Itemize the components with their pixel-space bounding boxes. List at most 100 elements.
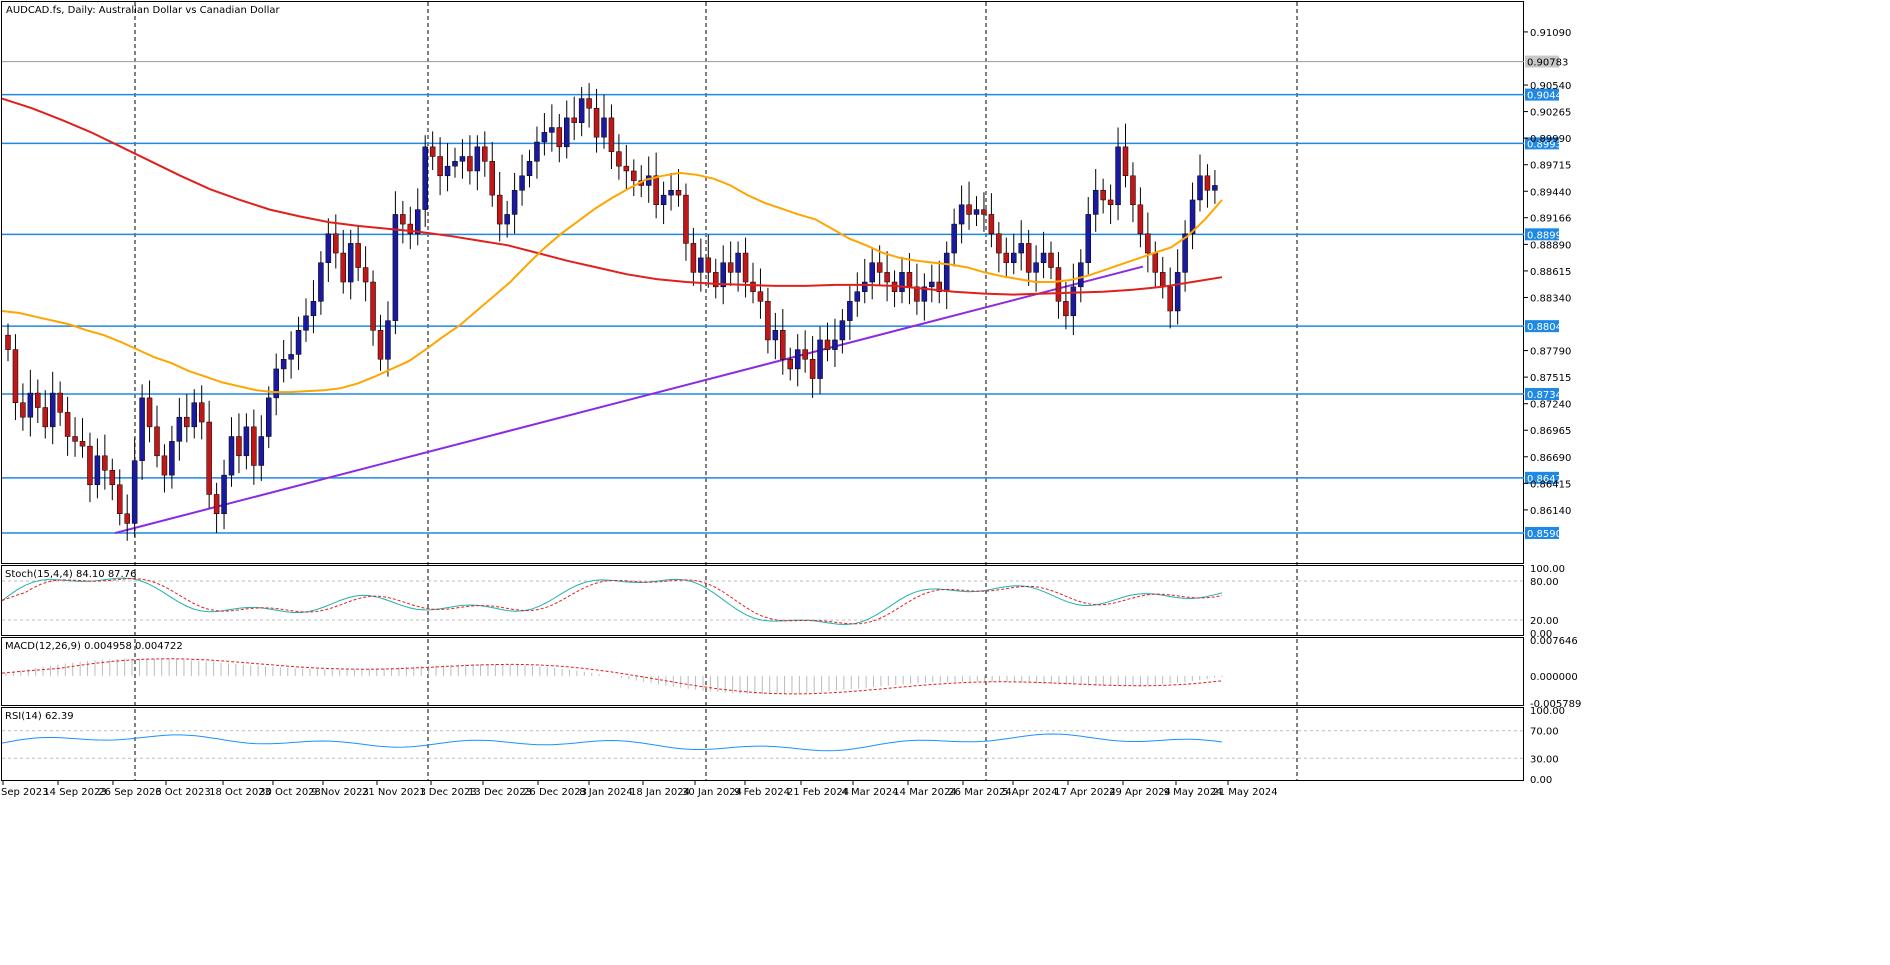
x-tick-label: 26 Dec 2023 bbox=[523, 787, 587, 798]
rsi-tick-label: 0.00 bbox=[1530, 775, 1552, 786]
rsi-tick-label: 100.00 bbox=[1530, 706, 1565, 717]
candle-bear bbox=[72, 436, 78, 442]
candle-bear bbox=[787, 359, 793, 370]
candle-bear bbox=[1048, 252, 1054, 268]
candle-bear bbox=[400, 214, 406, 225]
candle-bull bbox=[1197, 175, 1203, 201]
candle-bull bbox=[228, 436, 235, 476]
candle-bull bbox=[273, 368, 279, 399]
candle-bear bbox=[742, 252, 749, 283]
rsi-line bbox=[1, 733, 1223, 752]
candle-bull bbox=[735, 252, 741, 273]
candle-bull bbox=[415, 209, 421, 234]
ma-slow-line bbox=[1, 97, 1223, 296]
candle-bull bbox=[951, 223, 957, 254]
candle-bull bbox=[1212, 185, 1218, 191]
candle-bull bbox=[422, 146, 428, 210]
candle-bull bbox=[1070, 286, 1077, 317]
y-tick-label: 0.86965 bbox=[1530, 426, 1571, 437]
candle-bear bbox=[206, 421, 212, 495]
candle-bear bbox=[437, 156, 443, 177]
candle-bull bbox=[519, 175, 525, 191]
horizontal-levels: 0.90441 0.89936 0.88994 0.88043 0.87340 0.864… bbox=[2, 55, 1568, 540]
candle-bear bbox=[906, 272, 913, 288]
x-tick-label: 26 Mar 2024 bbox=[948, 787, 1011, 798]
candle-bear bbox=[690, 243, 697, 273]
candle-bear bbox=[727, 262, 734, 273]
candle-bear bbox=[571, 117, 577, 123]
price-level-tag bbox=[1525, 320, 1559, 333]
y-tick-label: 0.87515 bbox=[1530, 373, 1571, 384]
x-tick-label: 9 May 2024 bbox=[1164, 787, 1223, 798]
candle-bull bbox=[973, 209, 980, 215]
chart-title: AUDCAD.fs, Daily: Australian Dollar vs C… bbox=[6, 5, 280, 16]
y-tick-label: 0.88615 bbox=[1530, 267, 1571, 278]
candle-bull bbox=[191, 402, 197, 428]
candle-bear bbox=[236, 436, 242, 457]
candle-bear bbox=[608, 117, 615, 152]
y-tick-label: 0.90540 bbox=[1530, 81, 1571, 92]
candle-bear bbox=[124, 513, 130, 524]
candle-bear bbox=[489, 161, 495, 196]
rsi-label: RSI(14) 62.39 bbox=[5, 711, 74, 722]
current-price-label: 0.90783 bbox=[1527, 58, 1568, 69]
candle-bear bbox=[1003, 252, 1010, 263]
x-tick-label: 9 Feb 2024 bbox=[734, 787, 790, 798]
candle-bear bbox=[683, 194, 689, 244]
rsi-tick-label: 70.00 bbox=[1530, 727, 1559, 738]
x-tick-label: 30 Oct 2023 bbox=[259, 787, 321, 798]
candle-bear bbox=[1063, 301, 1069, 317]
candle-bull bbox=[1189, 199, 1196, 234]
candle-bull bbox=[176, 416, 183, 442]
x-tick-label: 21 May 2024 bbox=[1212, 787, 1277, 798]
candle-bear bbox=[1137, 204, 1144, 234]
candle-bull bbox=[280, 359, 287, 370]
candle-bear bbox=[64, 412, 71, 437]
x-tick-label: 21 Nov 2023 bbox=[362, 787, 426, 798]
indicators: 100.0080.0020.000.000.0076460.000000-0.0… bbox=[1, 564, 1581, 786]
price-level-label: 0.88994 bbox=[1527, 230, 1568, 241]
price-level-label: 0.90441 bbox=[1527, 91, 1568, 102]
y-tick-label: 0.87240 bbox=[1530, 400, 1571, 411]
candle-bull bbox=[318, 262, 324, 302]
candle-bear bbox=[184, 416, 190, 428]
candle-bear bbox=[1130, 175, 1136, 206]
candle-bear bbox=[496, 194, 503, 225]
candle-bear bbox=[780, 330, 786, 360]
candle-bull bbox=[534, 141, 540, 162]
current-price-tag bbox=[1525, 55, 1559, 68]
candle-bull bbox=[459, 156, 466, 162]
candle-bull bbox=[668, 190, 674, 196]
candle-bull bbox=[94, 455, 101, 486]
candle-bear bbox=[631, 170, 637, 181]
candle-bull bbox=[452, 161, 458, 167]
candle-bull bbox=[929, 281, 935, 288]
candle-bull bbox=[310, 301, 317, 317]
candle-bull bbox=[660, 194, 667, 206]
candle-bull bbox=[511, 190, 518, 215]
candle-bull bbox=[1115, 146, 1121, 206]
candle-bear bbox=[1122, 146, 1129, 177]
candle-bull bbox=[958, 204, 965, 225]
candle-bear bbox=[824, 339, 831, 350]
candle-bear bbox=[936, 281, 942, 292]
candle-bull bbox=[899, 272, 905, 292]
candle-bear bbox=[102, 455, 108, 471]
candle-bear bbox=[109, 470, 116, 486]
stoch-tick-label: 0.00 bbox=[1530, 629, 1552, 640]
candle-bull bbox=[474, 146, 481, 172]
candle-bear bbox=[623, 165, 630, 172]
stoch-k-line bbox=[1, 577, 1223, 626]
candle-bear bbox=[981, 209, 987, 215]
candle-bear bbox=[146, 397, 153, 428]
candle-bull bbox=[347, 243, 354, 283]
rsi-pane-frame bbox=[1, 707, 1524, 781]
candle-bear bbox=[713, 272, 719, 288]
candle-bear bbox=[161, 455, 168, 476]
candle-bull bbox=[27, 392, 34, 418]
candle-bull bbox=[869, 262, 875, 283]
candle-bear bbox=[1160, 272, 1166, 288]
price-level-tag bbox=[1525, 526, 1559, 539]
candle-bear bbox=[757, 291, 764, 302]
